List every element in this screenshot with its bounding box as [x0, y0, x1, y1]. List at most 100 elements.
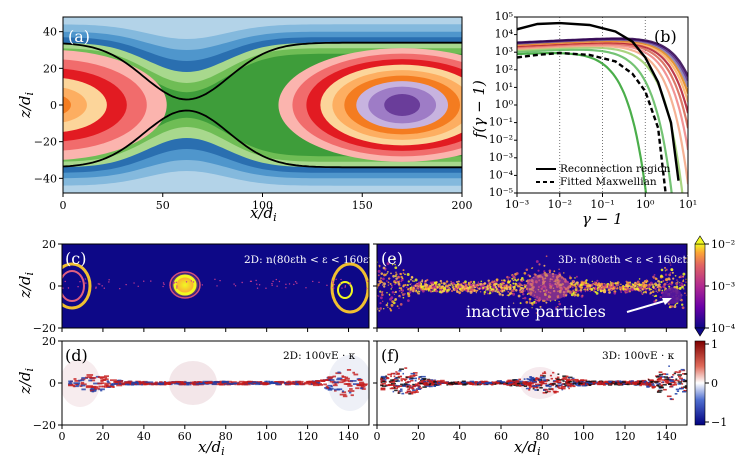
- f-streak: [639, 380, 643, 383]
- d-streak: [353, 373, 359, 376]
- f-streak: [539, 387, 543, 389]
- e-particle: [681, 306, 685, 310]
- e-particle: [398, 307, 400, 310]
- d-streak: [130, 383, 135, 386]
- e-particle: [390, 288, 392, 290]
- e-particle: [637, 283, 639, 286]
- e-particle: [666, 281, 668, 283]
- e-particle: [648, 283, 650, 285]
- e-particle: [685, 278, 687, 280]
- e-particle: [682, 272, 686, 276]
- e-particle: [388, 277, 391, 280]
- e-particle: [381, 281, 384, 284]
- f-streak: [428, 379, 432, 382]
- c-speck: [103, 287, 106, 289]
- f-streak: [471, 383, 475, 386]
- e-particle: [660, 280, 663, 284]
- e-particle: [492, 288, 494, 290]
- f-streak: [660, 384, 663, 387]
- e-particle: [522, 279, 525, 281]
- f-streak: [411, 375, 416, 377]
- d-streak: [264, 380, 268, 383]
- e-particle: [569, 276, 572, 280]
- d-streak: [321, 380, 326, 382]
- f-streak: [674, 382, 677, 384]
- f-streak: [390, 384, 395, 386]
- f-streak: [625, 382, 630, 384]
- e-particle: [412, 287, 415, 290]
- e-particle: [507, 286, 510, 288]
- f-streak: [380, 388, 386, 391]
- e-particle: [604, 283, 606, 285]
- f-streak: [397, 379, 399, 381]
- f-streak: [529, 376, 535, 379]
- panel-b-ytick-label: 10⁰: [495, 98, 514, 111]
- f-streak: [409, 391, 414, 394]
- e-particle: [662, 279, 665, 282]
- f-streak: [535, 384, 540, 387]
- e-particle: [596, 289, 599, 292]
- f-streak: [522, 382, 527, 385]
- e-particle: [475, 284, 478, 287]
- e-particle: [469, 283, 472, 287]
- d-streak: [164, 382, 170, 384]
- d-streak: [159, 381, 163, 383]
- f-streak: [410, 377, 414, 379]
- e-particle: [380, 272, 384, 275]
- f-streak: [433, 384, 439, 386]
- e-particle: [520, 287, 523, 290]
- e-particle: [662, 285, 665, 289]
- d-streak: [352, 383, 359, 385]
- spectrum-curve-1: [517, 48, 673, 193]
- e-particle: [575, 275, 578, 278]
- f-streak: [503, 383, 506, 386]
- e-particle: [389, 309, 393, 312]
- f-streak: [534, 379, 539, 381]
- f-streak: [562, 377, 567, 379]
- e-particle: [580, 290, 582, 293]
- f-streak: [542, 372, 547, 375]
- lower-ytick-label: 20: [42, 238, 56, 251]
- d-streak: [352, 371, 355, 374]
- e-particle: [415, 289, 418, 292]
- d-streak: [86, 385, 93, 387]
- f-streak: [557, 386, 560, 388]
- f-streak: [667, 377, 670, 379]
- f-streak: [554, 391, 559, 393]
- e-particle: [389, 307, 392, 310]
- d-streak: [221, 382, 228, 385]
- e-particle: [412, 290, 415, 293]
- panel-a-ytick-label: −40: [34, 172, 57, 185]
- f-streak: [563, 383, 568, 385]
- f-streak: [408, 393, 412, 395]
- f-streak: [400, 378, 405, 380]
- e-particle: [407, 288, 410, 291]
- e-particle: [397, 275, 400, 279]
- e-particle: [517, 294, 521, 298]
- e-particle: [399, 287, 403, 290]
- d-streak: [183, 381, 188, 384]
- e-particle: [558, 268, 560, 271]
- panel-a-label: (a): [68, 27, 90, 46]
- e-particle: [660, 268, 664, 272]
- e-particle: [533, 273, 536, 276]
- f-streak: [487, 382, 492, 384]
- c-speck: [64, 280, 66, 283]
- e-particle: [618, 284, 620, 286]
- c-speck: [332, 286, 334, 289]
- e-particle: [545, 255, 548, 258]
- d-streak: [312, 384, 320, 387]
- e-particle: [443, 283, 446, 285]
- e-particle: [480, 280, 483, 283]
- e-particle: [569, 282, 572, 285]
- e-particle: [601, 288, 604, 291]
- right-island-ring-8: [384, 94, 421, 116]
- f-streak: [390, 375, 392, 378]
- d-streak: [334, 383, 337, 385]
- f-streak: [382, 383, 386, 385]
- lower-xtick-label: 120: [615, 430, 636, 443]
- d-streak: [153, 383, 156, 385]
- f-streak: [420, 379, 425, 382]
- f-streak: [658, 371, 663, 373]
